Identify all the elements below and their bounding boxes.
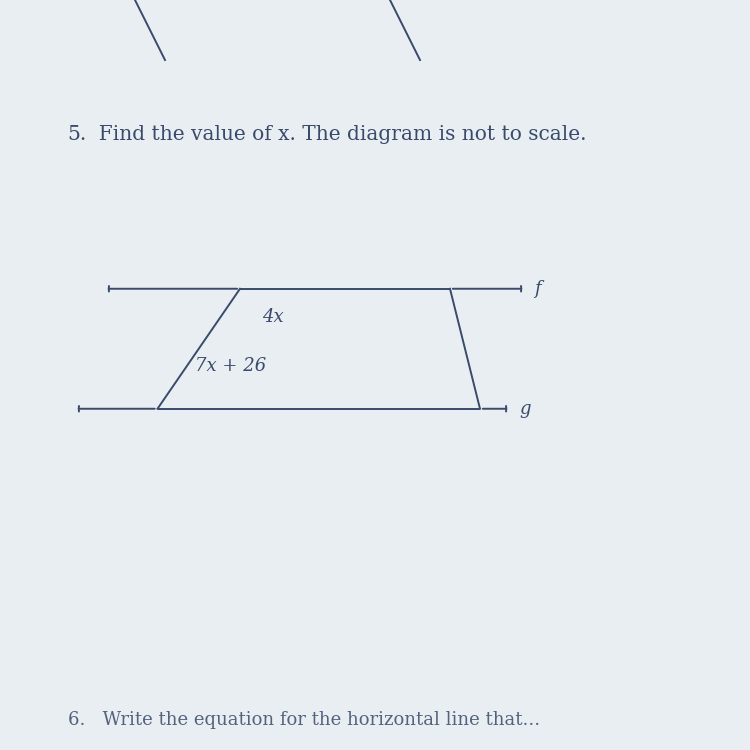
Text: 4x: 4x — [262, 308, 284, 326]
Text: 5.: 5. — [68, 125, 87, 145]
Text: Find the value of x. The diagram is not to scale.: Find the value of x. The diagram is not … — [86, 125, 586, 145]
Text: f: f — [534, 280, 541, 298]
Text: g: g — [519, 400, 530, 418]
Text: 6.   Write the equation for the horizontal line that...: 6. Write the equation for the horizontal… — [68, 711, 540, 729]
Text: 7x + 26: 7x + 26 — [195, 357, 266, 375]
